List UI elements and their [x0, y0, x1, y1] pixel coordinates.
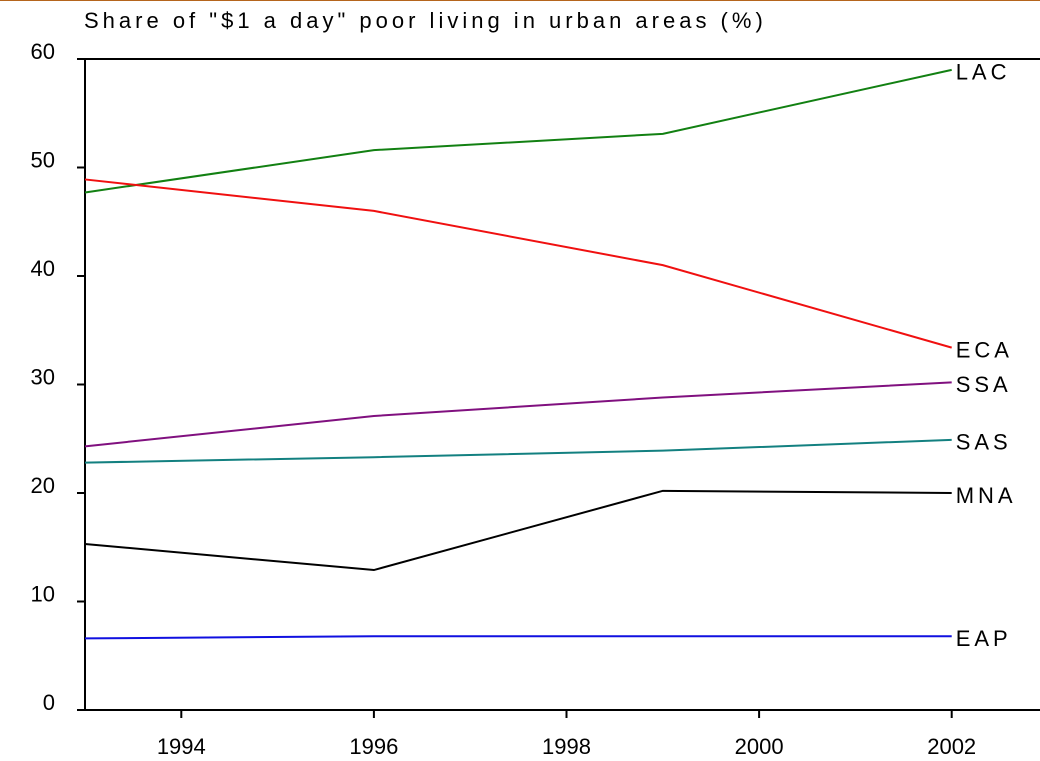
x-tick-label: 2002	[927, 734, 976, 759]
x-tick-label: 2000	[735, 734, 784, 759]
series-label: EAP	[956, 626, 1012, 651]
series-line	[84, 178, 952, 349]
series-label: LAC	[956, 60, 1011, 85]
series-line	[84, 635, 952, 640]
y-tick-label: 30	[31, 364, 55, 389]
y-tick-label: 40	[31, 256, 55, 281]
series-line	[84, 438, 952, 464]
y-tick-label: 60	[31, 39, 55, 64]
x-tick-label: 1998	[542, 734, 591, 759]
x-tick-label: 1996	[349, 734, 398, 759]
series-line	[84, 68, 952, 194]
series-label: ECA	[956, 337, 1013, 362]
chart-title: Share of "$1 a day" poor living in urban…	[84, 8, 767, 33]
y-tick-label: 10	[31, 581, 55, 606]
series-label: MNA	[956, 483, 1017, 508]
series-label: SAS	[956, 430, 1012, 455]
series-line	[84, 489, 952, 572]
series-line	[84, 381, 952, 448]
y-tick-label: 50	[31, 147, 55, 172]
y-tick-label: 0	[43, 690, 55, 715]
y-tick-label: 20	[31, 473, 55, 498]
x-tick-label: 1994	[157, 734, 206, 759]
series-label: SSA	[956, 372, 1012, 397]
